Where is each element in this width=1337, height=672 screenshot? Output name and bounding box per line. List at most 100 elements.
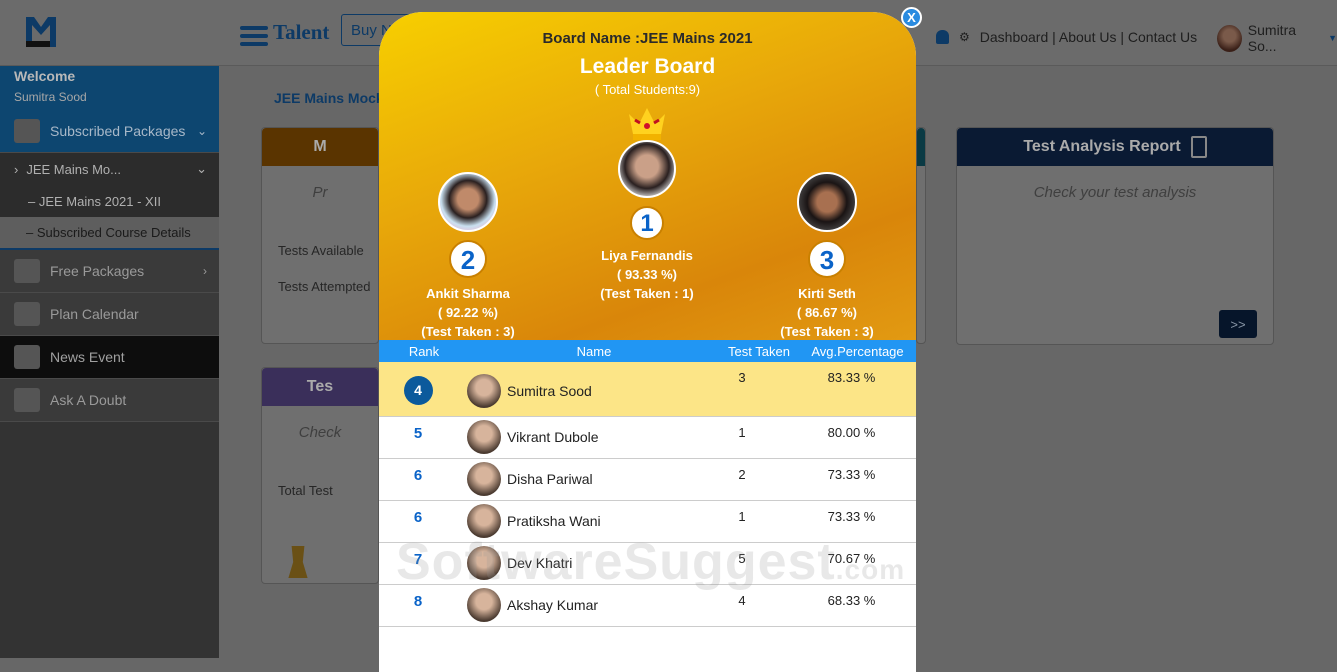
board-name: Board Name :JEE Mains 2021: [542, 30, 753, 47]
avg-percentage: 83.33 %: [827, 370, 876, 385]
column-header: Avg.Percentage: [811, 343, 904, 359]
rank-badge: 4: [403, 376, 433, 405]
card-subtitle: Check your test analysis: [1033, 184, 1197, 201]
card-title: Test Analysis Report: [1023, 138, 1181, 155]
welcome-label: Welcome: [14, 68, 76, 84]
student-name: Sumitra Sood: [507, 383, 592, 399]
avatar: [467, 462, 501, 496]
table-row: 6 Disha Pariwal 2 73.33 %: [379, 459, 916, 501]
sidebar-item-subscribed-packages[interactable]: Subscribed Packages ⌄: [0, 110, 219, 153]
nav-links[interactable]: Dashboard | About Us | Contact Us: [979, 29, 1198, 45]
avatar: [1217, 24, 1242, 52]
total-test-label: Total Test: [278, 483, 333, 498]
student-name: Vikrant Dubole: [507, 429, 599, 445]
test-analysis-card: Test Analysis Report Check your test ana…: [956, 127, 1274, 345]
tests-taken: 5: [738, 551, 746, 566]
hamburger-menu-icon[interactable]: [240, 26, 268, 46]
podium-third: 3 Kirti Seth ( 86.67 %) (Test Taken : 3): [747, 172, 907, 341]
podium-name: Ankit Sharma: [426, 286, 510, 301]
welcome-user: Sumitra Sood: [14, 90, 87, 104]
sidebar-item-jee-mains[interactable]: › JEE Mains Mo... ⌄: [0, 153, 219, 185]
chevron-down-icon: ⌄: [196, 124, 207, 138]
sidebar-item-course-details[interactable]: – Subscribed Course Details: [0, 217, 219, 250]
gift-icon: [14, 259, 40, 283]
package-icon: [14, 119, 40, 143]
leaderboard-hero: Board Name :JEE Mains 2021 Leader Board …: [379, 12, 916, 340]
tests-taken: 4: [738, 593, 746, 608]
sidebar-item-label: Plan Calendar: [50, 306, 139, 322]
column-header: Test Taken: [728, 343, 790, 359]
trophy-icon: [288, 546, 308, 578]
sidebar-item-ask-doubt[interactable]: Ask A Doubt: [0, 379, 219, 422]
podium-percentage: ( 86.67 %): [797, 305, 857, 320]
student-name: Pratiksha Wani: [507, 513, 601, 529]
welcome-panel: Welcome Sumitra Sood: [0, 66, 219, 110]
tests-attempted-label: Tests Attempted: [278, 279, 371, 294]
caret-down-icon: ▼: [1328, 33, 1337, 43]
chevron-down-icon: ⌄: [196, 161, 207, 176]
rank-badge: 2: [449, 240, 487, 278]
sidebar-item-jee-2021[interactable]: – JEE Mains 2021 - XII: [0, 185, 219, 217]
user-menu[interactable]: Sumitra So... ▼: [1217, 22, 1337, 54]
podium-name: Liya Fernandis: [601, 248, 693, 263]
podium-tests: (Test Taken : 3): [780, 324, 874, 339]
table-header: Rank Name Test Taken Avg.Percentage: [379, 340, 916, 362]
rank-value: 6: [413, 467, 423, 484]
tests-taken: 3: [738, 370, 746, 385]
table-row: 5 Vikrant Dubole 1 80.00 %: [379, 417, 916, 459]
card-title: Tes: [262, 368, 378, 406]
podium-percentage: ( 92.22 %): [438, 305, 498, 320]
table-row: 7 Dev Khatri 5 70.67 %: [379, 543, 916, 585]
podium-name: Kirti Seth: [798, 286, 856, 301]
avatar: [467, 374, 501, 408]
sidebar: Welcome Sumitra Sood Subscribed Packages…: [0, 66, 219, 658]
newspaper-icon: [14, 345, 40, 369]
sidebar-item-label: Subscribed Packages: [50, 123, 186, 139]
avatar: [438, 172, 498, 232]
sidebar-item-label: News Event: [50, 349, 125, 365]
middle-card: [916, 127, 926, 344]
avatar: [797, 172, 857, 232]
bell-icon[interactable]: [936, 30, 949, 44]
chevron-right-icon: ›: [14, 161, 19, 177]
avg-percentage: 73.33 %: [827, 509, 876, 524]
rank-value: 8: [413, 593, 423, 610]
sidebar-item-label: Free Packages: [50, 263, 145, 279]
tests-available-label: Tests Available: [278, 243, 364, 258]
avg-percentage: 73.33 %: [827, 467, 876, 482]
avatar: [467, 420, 501, 454]
sidebar-item-free-packages[interactable]: Free Packages ›: [0, 250, 219, 293]
tests-taken: 2: [738, 467, 746, 482]
podium-tests: (Test Taken : 3): [421, 324, 515, 339]
rank-value: 7: [413, 551, 423, 568]
package-card: M Pr Tests Available Tests Attempted: [261, 127, 379, 344]
logo-icon: [26, 17, 56, 47]
table-row: 6 Pratiksha Wani 1 73.33 %: [379, 501, 916, 543]
sidebar-item-plan-calendar[interactable]: Plan Calendar: [0, 293, 219, 336]
avatar: [467, 504, 501, 538]
podium-second: 2 Ankit Sharma ( 92.22 %) (Test Taken : …: [388, 172, 548, 341]
crown-icon: [629, 108, 665, 140]
card-title: M: [262, 128, 378, 166]
report-icon: [1190, 136, 1207, 158]
student-name: Disha Pariwal: [507, 471, 593, 487]
sidebar-item-news-event[interactable]: News Event: [0, 336, 219, 379]
podium-first: 1 Liya Fernandis ( 93.33 %) (Test Taken …: [567, 106, 727, 303]
go-analysis-button[interactable]: >>: [1219, 310, 1257, 338]
student-name: Dev Khatri: [507, 555, 573, 571]
test-card: Tes Check Total Test: [261, 367, 379, 584]
breadcrumb[interactable]: JEE Mains Mock: [274, 90, 384, 106]
avg-percentage: 68.33 %: [827, 593, 876, 608]
user-name: Sumitra So...: [1247, 22, 1297, 54]
rank-badge: 3: [808, 240, 846, 278]
rank-value: 5: [413, 425, 423, 442]
tests-taken: 1: [738, 425, 746, 440]
student-name: Akshay Kumar: [507, 597, 599, 613]
dashboard-gauge-icon: ⚙: [959, 30, 970, 44]
total-students: ( Total Students:9): [594, 82, 701, 97]
avatar: [618, 140, 676, 198]
close-button[interactable]: X: [901, 7, 922, 28]
card-subtitle: Check: [298, 424, 342, 441]
sidebar-item-label: Ask A Doubt: [50, 392, 127, 408]
tests-taken: 1: [738, 509, 746, 524]
